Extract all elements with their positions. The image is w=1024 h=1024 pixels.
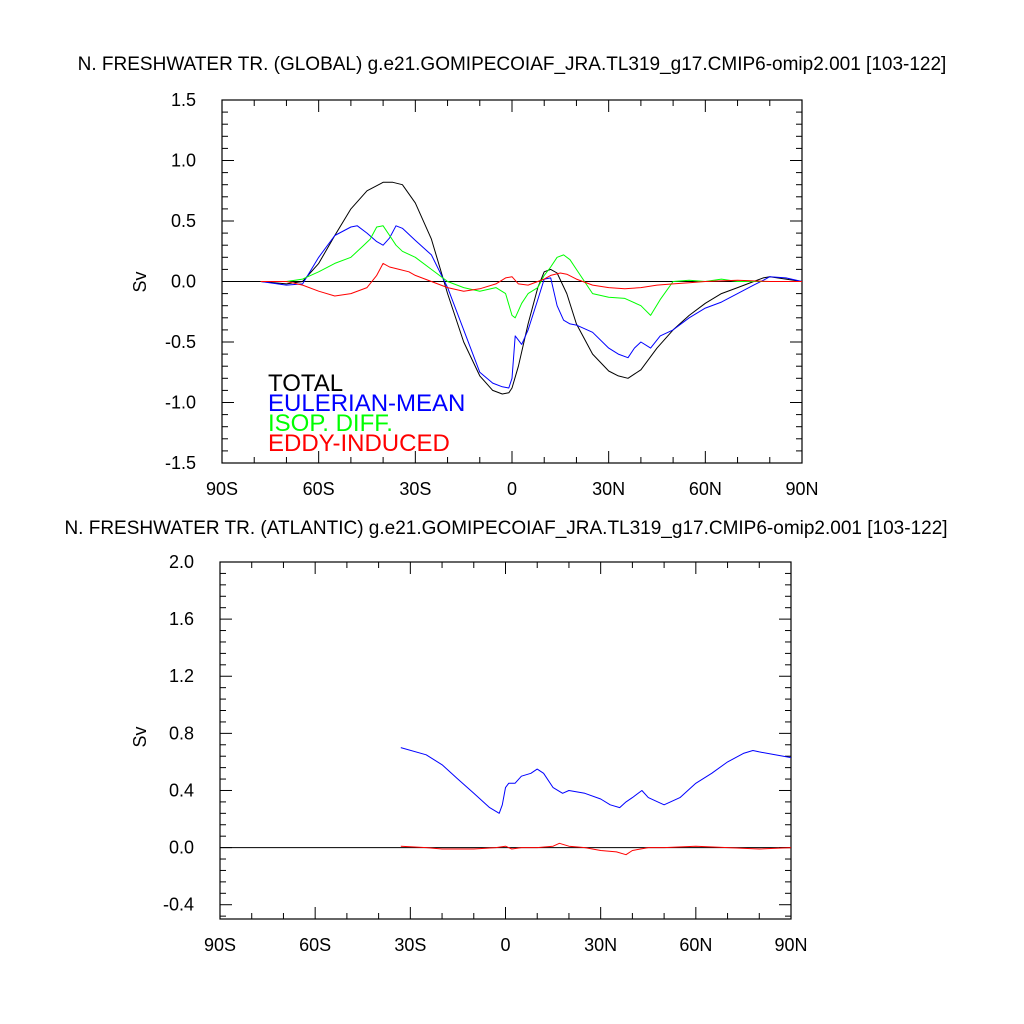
global-y-tick-label: -1.0 [165, 393, 196, 413]
atlantic-line-series-1 [400, 747, 792, 814]
global-line-eddy-induced [260, 262, 802, 297]
global-y-axis-label: Sv [130, 271, 150, 292]
global-y-tick-label: 0.5 [171, 211, 196, 231]
global-line-total [260, 181, 803, 395]
atlantic-y-tick-label: 0.4 [169, 780, 194, 800]
global-chart-title: N. FRESHWATER TR. (GLOBAL) g.e21.GOMIPEC… [78, 54, 947, 75]
atlantic-chart-title: N. FRESHWATER TR. (ATLANTIC) g.e21.GOMIP… [64, 518, 947, 539]
atlantic-x-tick-label: 60S [299, 935, 331, 955]
global-y-tick-label: 1.0 [171, 151, 196, 171]
atlantic-plot: 90S 60S 30S 0 30N 60N 90N -0.4 0.0 0.4 0.8 1.2 1.6 2.… [163, 552, 808, 955]
global-y-tick-label: -1.5 [165, 453, 196, 473]
global-x-tick-label: 0 [507, 479, 517, 499]
atlantic-x-tick-label: 90N [774, 935, 807, 955]
atlantic-y-axis-label: Sv [130, 726, 150, 747]
global-y-tick-label: 0.0 [171, 272, 196, 292]
legend-entry-isop-diff: ISOP. DIFF. [268, 410, 393, 437]
legend-entry-total: TOTAL [268, 370, 343, 397]
global-x-tick-label: 60N [689, 479, 722, 499]
atlantic-y-tick-label: 0.0 [169, 838, 194, 858]
global-x-tick-label: 30S [399, 479, 431, 499]
global-y-tick-label: 1.5 [171, 90, 196, 110]
atlantic-y-tick-label: 2.0 [169, 552, 194, 572]
atlantic-y-tick-label: 1.6 [169, 609, 194, 629]
atlantic-plot-frame [219, 561, 792, 920]
global-line-isop-diff [260, 225, 802, 319]
atlantic-x-tick-label: 90S [204, 935, 236, 955]
atlantic-y-tick-label: 1.2 [169, 666, 194, 686]
atlantic-line-series-2 [400, 842, 792, 856]
legend-entry-eddy-induced: EDDY-INDUCED [268, 430, 450, 457]
atlantic-x-tick-label: 30S [394, 935, 426, 955]
global-x-tick-label: 60S [303, 479, 335, 499]
atlantic-y-tick-label: -0.4 [163, 895, 194, 915]
global-y-tick-label: -0.5 [165, 332, 196, 352]
global-x-tick-label: 90S [206, 479, 238, 499]
global-x-tick-label: 90N [785, 479, 818, 499]
atlantic-x-tick-label: 30N [584, 935, 617, 955]
atlantic-x-tick-label: 60N [679, 935, 712, 955]
legend-entry-eulerian-mean: EULERIAN-MEAN [268, 390, 465, 417]
global-line-eulerian-mean [260, 225, 803, 389]
global-plot: 90S 60S 30S 0 30N 60N 90N -1.5 -1.0 -0.5 0.0 0.5 1.0… [165, 90, 819, 499]
global-x-tick-label: 30N [592, 479, 625, 499]
atlantic-x-tick-label: 0 [500, 935, 510, 955]
atlantic-y-tick-label: 0.8 [169, 723, 194, 743]
